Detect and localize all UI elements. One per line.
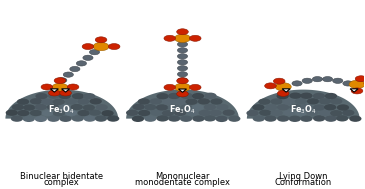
Text: complex: complex (44, 178, 80, 187)
Circle shape (60, 90, 72, 96)
Text: Mononuclear: Mononuclear (155, 172, 210, 181)
Circle shape (277, 90, 289, 96)
Circle shape (177, 72, 188, 77)
Circle shape (63, 72, 73, 77)
Polygon shape (350, 89, 358, 92)
Text: Lying Down: Lying Down (279, 172, 327, 181)
Circle shape (189, 84, 201, 90)
Circle shape (82, 43, 94, 50)
Circle shape (76, 61, 87, 66)
Circle shape (164, 84, 176, 90)
Circle shape (275, 83, 291, 91)
Circle shape (174, 83, 191, 91)
Circle shape (292, 81, 302, 86)
Polygon shape (5, 90, 118, 119)
Polygon shape (178, 89, 187, 92)
Circle shape (323, 77, 333, 82)
Text: Binuclear bidentate: Binuclear bidentate (20, 172, 103, 181)
Circle shape (333, 78, 343, 83)
Circle shape (67, 84, 79, 90)
Text: monodentate complex: monodentate complex (135, 178, 230, 187)
Circle shape (177, 29, 188, 35)
Circle shape (49, 90, 60, 96)
Circle shape (41, 84, 53, 90)
Text: Fe$_3$O$_4$: Fe$_3$O$_4$ (290, 104, 317, 116)
Circle shape (312, 77, 323, 82)
Circle shape (265, 83, 276, 89)
Circle shape (93, 43, 109, 51)
Circle shape (52, 83, 68, 91)
Circle shape (54, 78, 66, 84)
Circle shape (83, 55, 93, 60)
Circle shape (189, 35, 201, 41)
Circle shape (177, 91, 188, 97)
Circle shape (174, 34, 191, 43)
Circle shape (70, 66, 80, 72)
Circle shape (302, 78, 312, 83)
Polygon shape (282, 89, 290, 92)
Polygon shape (126, 90, 239, 119)
Circle shape (89, 50, 100, 55)
Circle shape (177, 78, 188, 84)
Text: Fe$_3$O$_4$: Fe$_3$O$_4$ (169, 104, 196, 116)
Circle shape (177, 48, 188, 53)
Circle shape (349, 80, 365, 88)
Circle shape (164, 35, 176, 41)
Text: Fe$_3$O$_4$: Fe$_3$O$_4$ (48, 104, 75, 116)
Polygon shape (50, 89, 58, 92)
Circle shape (273, 78, 285, 84)
Circle shape (177, 78, 188, 83)
Circle shape (108, 43, 120, 50)
Circle shape (351, 88, 363, 94)
Circle shape (57, 78, 67, 83)
Text: Conformation: Conformation (274, 178, 332, 187)
Circle shape (177, 42, 188, 47)
Circle shape (177, 66, 188, 71)
Circle shape (177, 54, 188, 59)
Circle shape (343, 81, 353, 86)
Circle shape (355, 76, 365, 82)
Polygon shape (247, 90, 360, 119)
Circle shape (364, 81, 365, 86)
Polygon shape (62, 89, 70, 92)
Circle shape (177, 60, 188, 65)
Circle shape (95, 37, 107, 43)
